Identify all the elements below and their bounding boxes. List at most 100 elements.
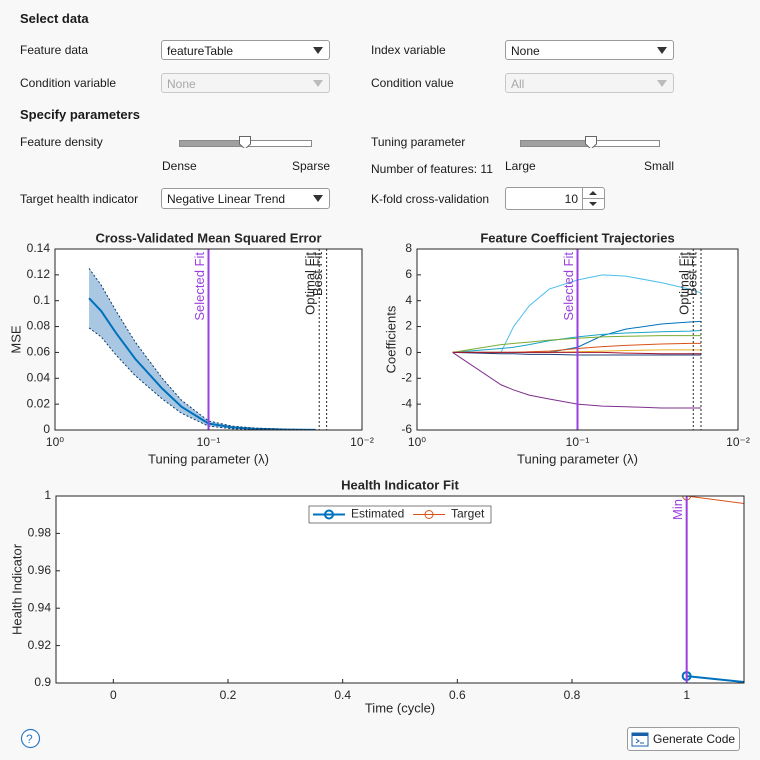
axes-background: [56, 496, 744, 683]
slider-max-label: Small: [644, 159, 675, 173]
legend-marker: [324, 509, 334, 520]
legend-label: Target: [451, 507, 485, 521]
confidence-band: [89, 268, 316, 430]
reference-label: Selected Fit: [192, 252, 207, 321]
x-tick-label: 10⁻²: [726, 435, 750, 449]
label: K-fold cross-validation: [371, 192, 490, 206]
slider-max-label: Sparse: [292, 159, 331, 173]
x-tick-label: 1: [683, 688, 690, 702]
label: Tuning parameter: [371, 135, 466, 149]
dropdown[interactable]: Negative Linear Trend: [161, 188, 330, 209]
button-text: Generate Code: [653, 732, 736, 746]
slider[interactable]: [520, 136, 660, 148]
y-tick-label: 0.14: [27, 241, 51, 255]
code-icon: [631, 732, 649, 747]
dropdown-value: featureTable: [167, 44, 234, 58]
x-tick-label: 0.2: [220, 688, 237, 702]
num-features: Number of features: 11: [371, 162, 493, 176]
y-tick-label: -6: [401, 422, 412, 436]
label: Condition value: [371, 76, 454, 90]
arrow: [657, 47, 667, 54]
y-tick-label: 0.98: [28, 526, 52, 540]
dropdown-value: None: [511, 44, 540, 58]
plot-area: [88, 268, 316, 430]
x-tick-label: 0.4: [334, 688, 351, 702]
slider-thumb[interactable]: [585, 136, 597, 148]
y-tick-label: 0.08: [27, 319, 51, 333]
axes-frame: [55, 495, 745, 684]
axes-frame: [416, 248, 739, 431]
axes-frame: [54, 248, 363, 431]
y-tick-label: 0.1: [33, 293, 50, 307]
x-tick-label: 0.8: [564, 688, 581, 702]
y-tick-label: 0: [405, 345, 412, 359]
y-tick-label: 4: [405, 293, 412, 307]
x-tick-label: 10⁻¹: [566, 435, 590, 449]
y-tick-label: 0.04: [27, 370, 51, 384]
legend-label: Estimated: [351, 507, 404, 521]
reference-label: Optimal Fit: [303, 252, 318, 315]
y-tick-label: 2: [405, 319, 412, 333]
dropdown[interactable]: None: [505, 40, 674, 60]
y-tick-label: -4: [401, 396, 412, 410]
x-axis-label: Tuning parameter (λ): [148, 451, 269, 466]
reference-label: Best Fit: [310, 252, 325, 296]
dropdown: None: [161, 73, 330, 93]
section-title: Select data: [20, 11, 89, 26]
label: Feature density: [20, 135, 103, 149]
series-line: [88, 297, 316, 430]
section-title: Specify parameters: [20, 107, 140, 122]
slider[interactable]: [179, 136, 312, 148]
x-axis-label: Tuning parameter (λ): [517, 451, 638, 466]
y-tick-label: 0.96: [28, 563, 52, 577]
dropdown: All: [505, 73, 674, 93]
arrow: [313, 195, 323, 202]
y-tick-label: 0.94: [28, 600, 52, 614]
x-tick-label: 10⁻²: [350, 435, 374, 449]
spinner-arrows[interactable]: [582, 188, 604, 209]
slider-min-label: Dense: [162, 159, 197, 173]
generate-code-button[interactable]: Generate Code: [627, 727, 740, 751]
x-tick-label: 0: [110, 688, 117, 702]
y-tick-label: 0.9: [34, 675, 51, 689]
y-tick-label: -2: [401, 370, 412, 384]
chart-title: Cross-Validated Mean Squared Error: [95, 230, 321, 245]
y-axis-label: MSE: [8, 325, 23, 354]
help-text: ?: [26, 732, 33, 746]
chart-title: Health Indicator Fit: [341, 477, 459, 492]
legend-marker: [424, 510, 434, 519]
reference-label: Min: [670, 499, 685, 520]
series-line: [88, 268, 316, 430]
label: Index variable: [371, 43, 446, 57]
spinner-value: 10: [564, 192, 578, 206]
arrow: [313, 80, 323, 87]
y-tick-label: 0.92: [28, 638, 52, 652]
help-button[interactable]: ?: [20, 728, 41, 749]
slider-thumb[interactable]: [239, 136, 251, 148]
arrow: [657, 80, 667, 87]
y-tick-label: 6: [405, 267, 412, 281]
y-tick-label: 0.12: [27, 267, 51, 281]
dropdown[interactable]: featureTable: [161, 40, 330, 60]
reference-label: Optimal Fit: [677, 252, 692, 315]
legend-box: [308, 505, 492, 524]
label: Feature data: [20, 43, 89, 57]
dropdown-value: All: [511, 77, 525, 91]
value: 11: [480, 162, 493, 176]
label: Number of features:: [371, 162, 478, 176]
y-tick-label: 8: [405, 241, 412, 255]
help-icon: [20, 728, 41, 749]
y-axis-label: Coefficients: [383, 305, 398, 373]
spinner[interactable]: 10: [505, 187, 605, 210]
y-tick-label: 1: [44, 488, 51, 502]
x-tick-label: 10⁰: [46, 435, 64, 449]
x-tick-label: 10⁰: [408, 435, 426, 449]
dropdown-value: Negative Linear Trend: [167, 192, 286, 206]
y-tick-label: 0.02: [27, 396, 51, 410]
chart-title: Feature Coefficient Trajectories: [480, 230, 674, 245]
x-tick-label: 0.6: [449, 688, 466, 702]
dropdown-value: None: [167, 77, 196, 91]
label: Target health indicator: [20, 192, 139, 206]
